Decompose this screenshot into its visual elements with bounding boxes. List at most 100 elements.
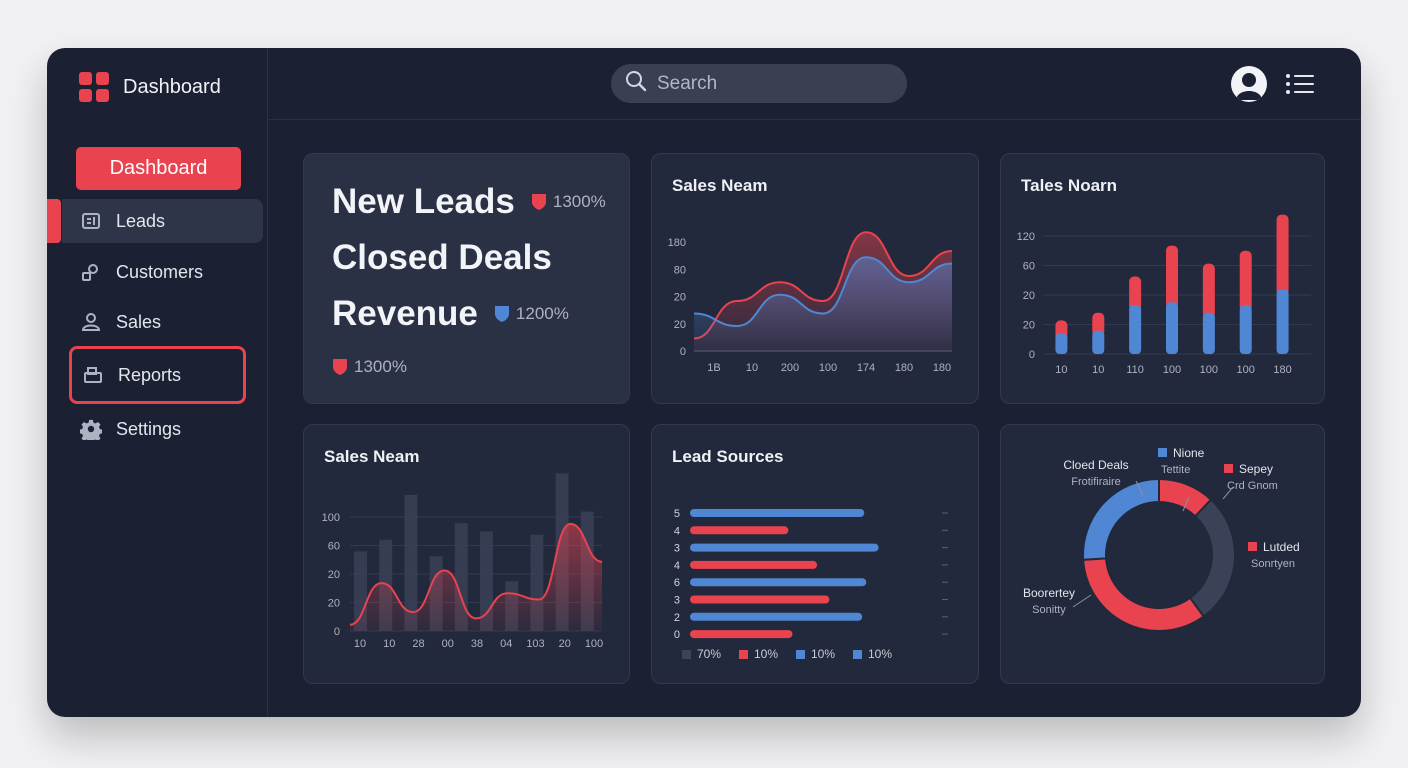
x-tick-label: 10 xyxy=(383,638,395,650)
dashboard-button[interactable]: Dashboard xyxy=(76,147,241,190)
y-tick-label: 60 xyxy=(1023,261,1035,273)
bar-segment xyxy=(1166,245,1178,309)
search-input[interactable] xyxy=(657,72,877,95)
y-tick-label: 0 xyxy=(334,626,340,638)
lead-sources-chart: 5 4 3 4 6 3 2 0 70% 10% 10% 10% xyxy=(674,508,948,661)
kpi-revenue: Revenue 1200% xyxy=(332,294,569,334)
kpi-badge-value: 1300% xyxy=(552,192,606,211)
donut-label: Boorertey xyxy=(1023,586,1075,600)
sidebar-item-reports[interactable]: Reports xyxy=(69,346,246,404)
sidebar-item-label: Customers xyxy=(116,261,204,282)
sales-wave-chart: 100 60 20 20 0 10 10 28 00 38 04 103 20 100 xyxy=(322,473,603,650)
tales-bar-chart: 120 60 20 20 0 10 10 110 100 100 100 180 xyxy=(1017,214,1311,376)
y-tick-label: 0 xyxy=(1029,349,1035,361)
bar xyxy=(690,543,879,552)
donut-sublabel: Tettite xyxy=(1161,464,1190,476)
sales-area-card: Sales Neam 180 80 20 20 0 1B 10 200 100 174 180 180 xyxy=(651,153,979,404)
y-tick-label: 20 xyxy=(674,292,686,304)
leader-line xyxy=(1072,594,1092,608)
sidebar: Dashboard Dashboard Leads Customers Sale… xyxy=(47,48,268,717)
x-tick-label: 100 xyxy=(585,638,603,650)
y-tick-label: 2 xyxy=(674,612,680,624)
x-tick-label: 180 xyxy=(1273,364,1291,376)
y-tick-label: 20 xyxy=(328,598,340,610)
grid-icon xyxy=(79,72,109,102)
kpi-closed-deals: Closed Deals xyxy=(332,238,552,278)
y-tick-label: 120 xyxy=(1017,231,1035,243)
y-tick-label: 0 xyxy=(674,629,680,641)
y-tick-label: 20 xyxy=(328,569,340,581)
x-tick-label: 1B xyxy=(707,362,720,374)
customers-icon xyxy=(80,261,102,283)
legend-swatch xyxy=(739,650,748,659)
x-tick-label: 04 xyxy=(500,638,512,650)
shield-icon xyxy=(531,194,546,210)
x-tick-label: 00 xyxy=(442,638,454,650)
legend-swatch xyxy=(1248,542,1257,551)
y-tick-label: 5 xyxy=(674,508,680,520)
donut-label: Lutded xyxy=(1263,540,1300,554)
y-tick-label: 100 xyxy=(322,512,340,524)
y-tick-label: 4 xyxy=(674,560,680,572)
x-tick-label: 100 xyxy=(1200,364,1218,376)
legend-swatch xyxy=(1158,448,1167,457)
donut-card: Cloed Deals Frotifiraire Nione Tettite Sepey… xyxy=(1000,424,1325,684)
donut-slice xyxy=(1082,477,1160,561)
brand-title: Dashboard xyxy=(123,75,221,98)
bar-segment xyxy=(1202,263,1215,319)
sidebar-item-label: Sales xyxy=(116,311,162,332)
x-tick-label: 100 xyxy=(1237,364,1255,376)
sidebar-item-settings[interactable]: Settings xyxy=(62,407,263,451)
bar-segment xyxy=(1129,276,1142,311)
y-tick-label: 20 xyxy=(1023,320,1035,332)
sidebar-item-sales[interactable]: Sales xyxy=(62,300,263,344)
user-icon xyxy=(80,311,102,333)
search-icon xyxy=(625,70,647,97)
x-tick-label: 10 xyxy=(1092,364,1104,376)
menu-icon[interactable] xyxy=(1285,72,1315,96)
x-tick-label: 20 xyxy=(559,638,571,650)
x-tick-label: 180 xyxy=(895,362,913,374)
card-title: Sales Neam xyxy=(672,176,768,195)
donut-sublabel: Sonrtyen xyxy=(1251,558,1295,570)
legend-label: 10% xyxy=(868,647,892,661)
y-tick-label: 3 xyxy=(674,543,680,555)
x-tick-label: 100 xyxy=(819,362,837,374)
legend-label: 70% xyxy=(697,647,721,661)
leader-line xyxy=(1135,480,1144,496)
kpi-badge-value: 1200% xyxy=(515,304,569,323)
background-bar xyxy=(480,531,493,631)
kpi-label: Revenue xyxy=(332,294,478,333)
sales-wave-card: Sales Neam 100 60 20 20 0 10 10 28 00 38 04 103 20 10… xyxy=(303,424,630,684)
donut-label: Cloed Deals xyxy=(1063,458,1128,472)
avatar[interactable] xyxy=(1231,66,1267,102)
sidebar-item-label: Settings xyxy=(116,418,182,439)
series-area xyxy=(694,257,952,351)
donut-chart: Cloed Deals Frotifiraire Nione Tettite Sepey… xyxy=(1023,446,1300,632)
leader-line xyxy=(1182,496,1190,512)
kpi-new-leads: New Leads 1300% xyxy=(332,182,606,222)
y-tick-label: 180 xyxy=(668,237,686,249)
bar xyxy=(690,612,863,621)
y-tick-label: 20 xyxy=(674,319,686,331)
kpi-badge-value: 1300% xyxy=(354,357,407,376)
legend-swatch xyxy=(796,650,805,659)
series-line xyxy=(693,256,953,328)
search-bar[interactable] xyxy=(611,64,907,103)
kpi-badge: 1300% xyxy=(531,192,606,212)
y-tick-label: 80 xyxy=(674,264,686,276)
lead-sources-card: Lead Sources 5 4 3 4 6 3 2 0 70% 10% 10% 10% xyxy=(651,424,979,684)
bar xyxy=(690,630,793,639)
donut-label: Sepey xyxy=(1239,462,1273,476)
x-tick-label: 200 xyxy=(781,362,799,374)
kpi-label: New Leads xyxy=(332,182,515,221)
sidebar-item-customers[interactable]: Customers xyxy=(62,250,263,294)
bar-segment xyxy=(1239,304,1252,354)
bar-segment xyxy=(1276,289,1289,354)
x-tick-label: 10 xyxy=(1055,364,1067,376)
y-tick-label: 0 xyxy=(680,346,686,358)
x-tick-label: 38 xyxy=(471,638,483,650)
leader-line xyxy=(1222,486,1234,500)
bar-segment xyxy=(1092,330,1105,354)
sidebar-item-leads[interactable]: Leads xyxy=(47,199,263,243)
